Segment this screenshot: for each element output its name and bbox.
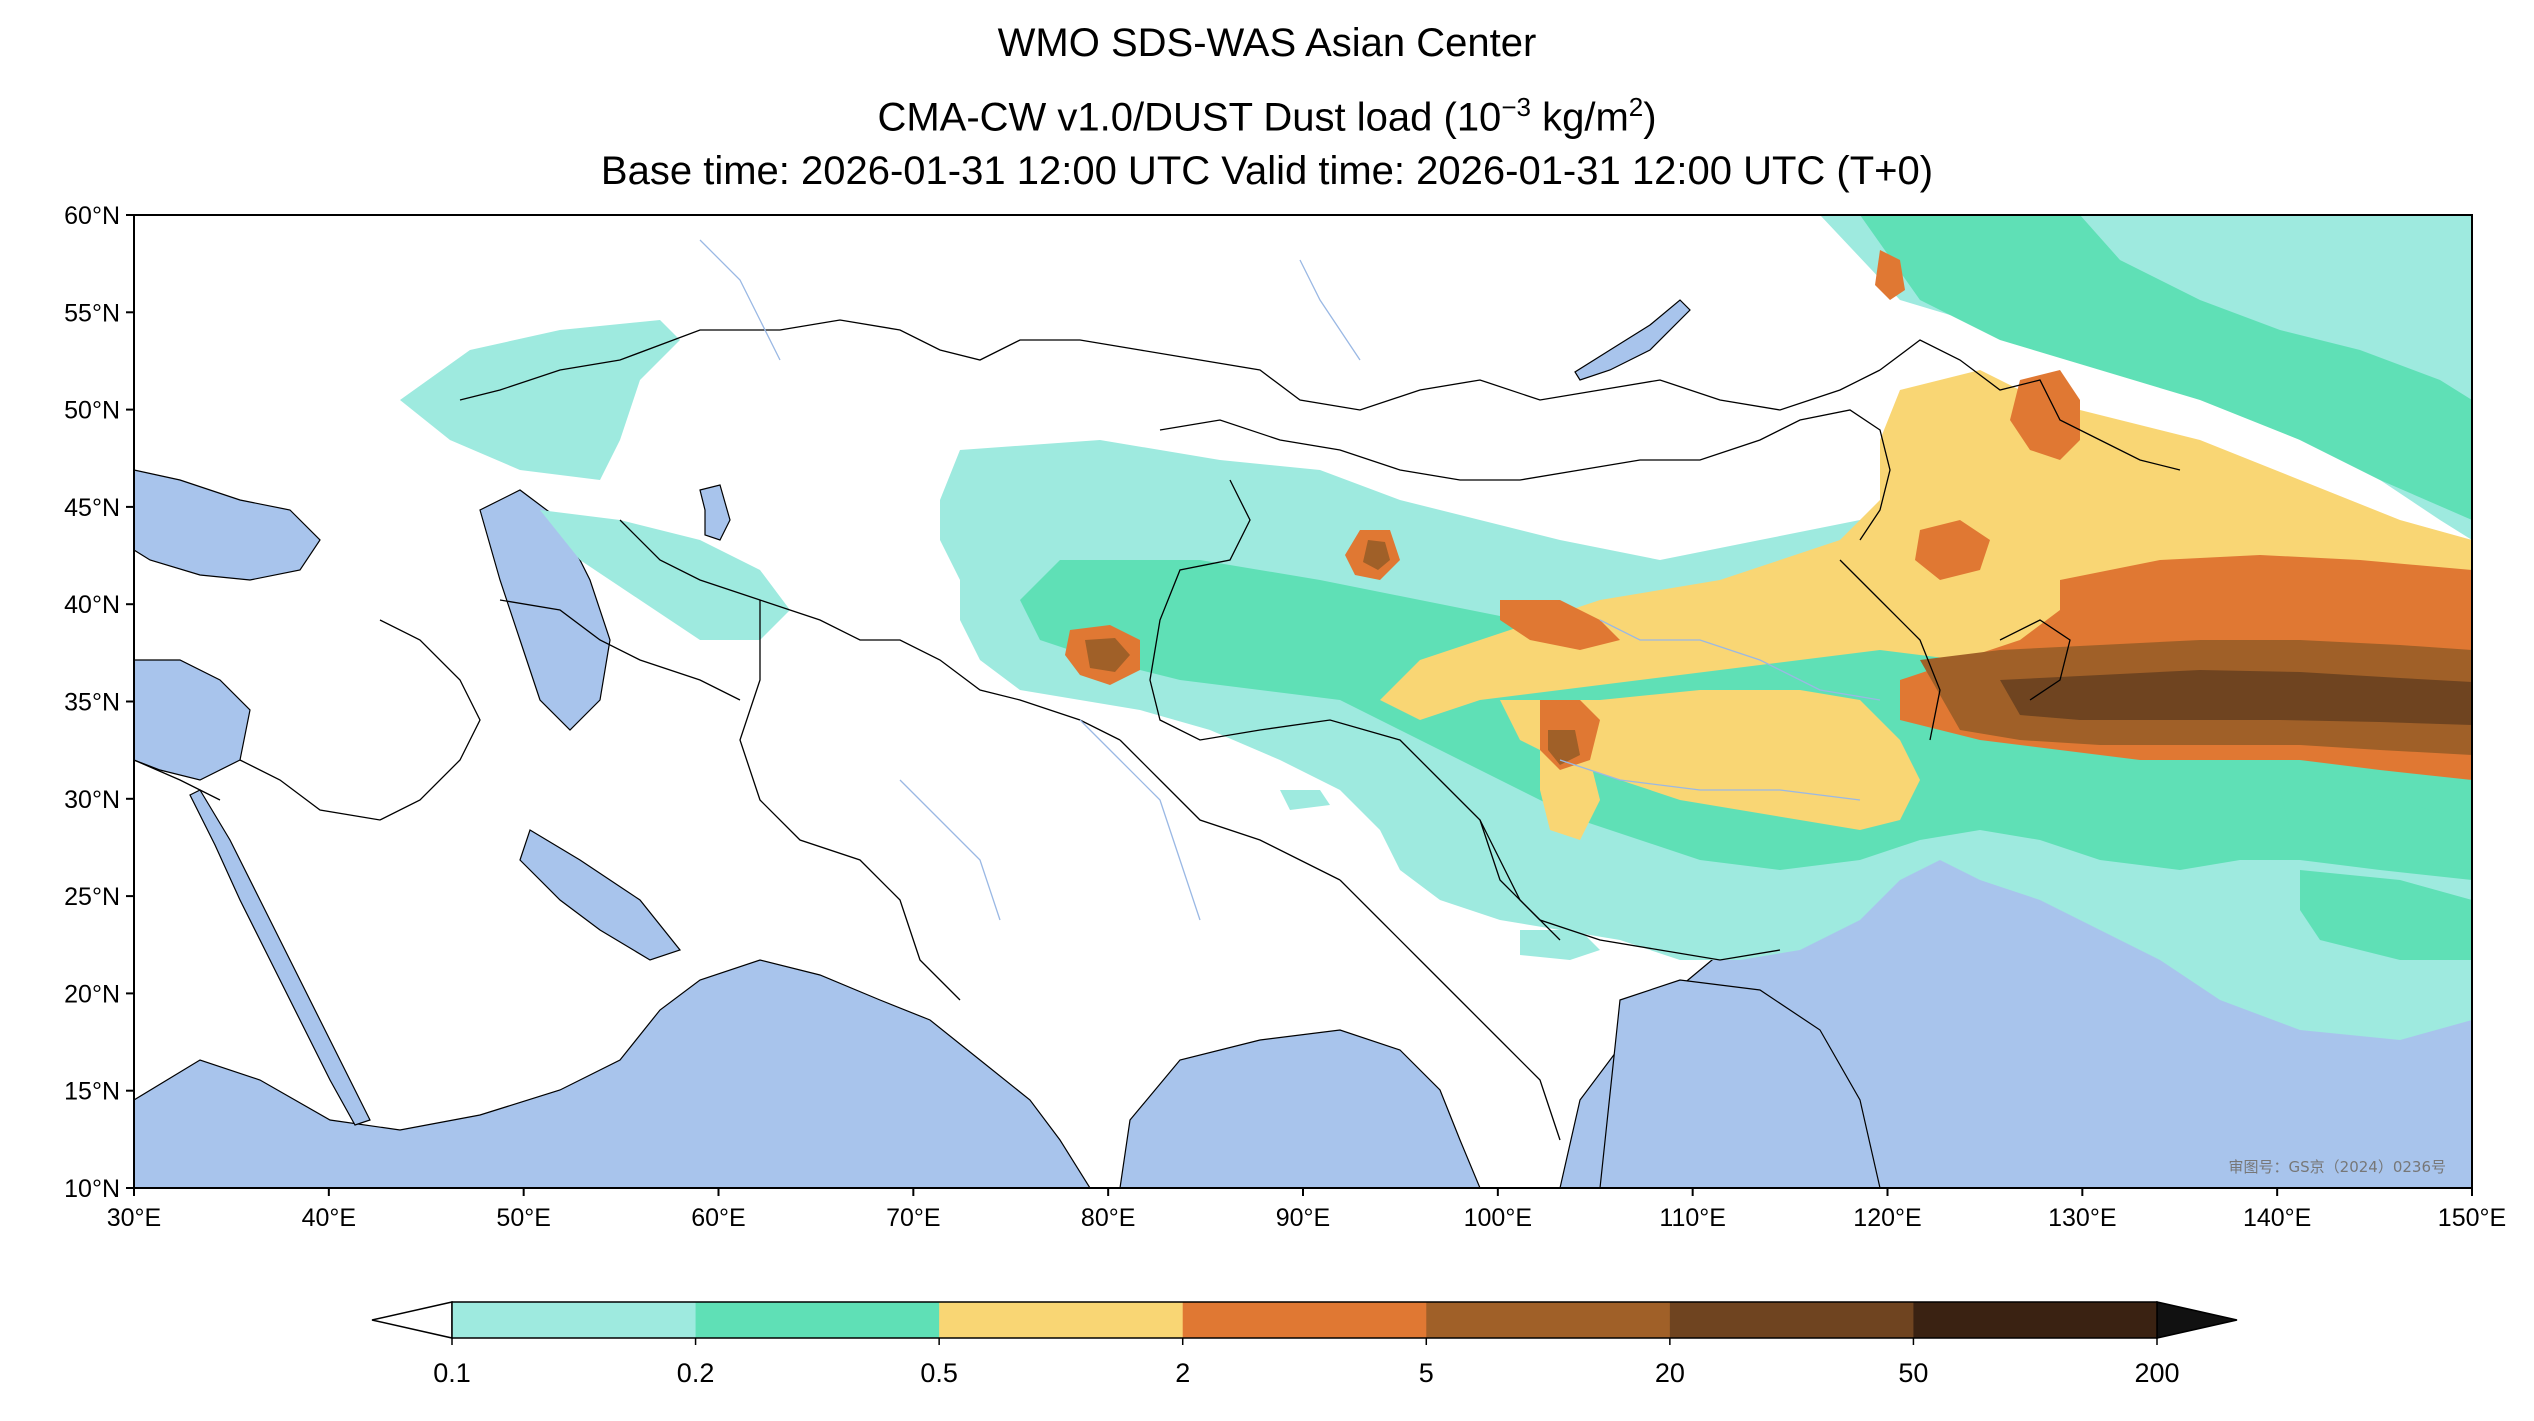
colorbar-tick-label: 0.2 [677,1358,715,1388]
dust-level-20 [2000,670,2472,725]
colorbar-segment [939,1302,1184,1338]
colorbar-tick-label: 20 [1655,1358,1685,1388]
lat-tick-label: 30°N [64,786,120,814]
lat-tick-label: 25°N [64,883,120,911]
lat-tick-label: 20°N [64,980,120,1008]
colorbar-frame [451,1301,2158,1339]
caspian-sea [479,489,611,731]
bay-of-bengal [1119,1029,1481,1188]
lat-tick-label: 10°N [64,1175,120,1203]
lon-tick-label: 60°E [691,1204,745,1232]
lat-tick-label: 55°N [64,299,120,327]
axis-ticks: 30°E 40°E 50°E 60°E 70°E 80°E 90°E 100°E 110°E 12… [64,202,2506,1232]
colorbar-tick-label: 5 [1419,1358,1434,1388]
colorbar-segment [695,1302,940,1338]
lake-baikal [1574,299,1691,381]
lon-tick-label: 80°E [1081,1204,1135,1232]
lon-tick-label: 110°E [1659,1204,1726,1232]
colorbar-tick-label: 0.1 [433,1358,471,1388]
lon-tick-label: 130°E [2048,1204,2116,1232]
arabian-sea-indian-ocean [134,959,1091,1188]
lat-tick-label: 60°N [64,202,120,230]
persian-gulf [519,829,682,961]
lat-tick-label: 35°N [64,689,120,717]
dust-load-contours [400,215,2472,1040]
colorbar-segment [1913,1302,2158,1338]
lon-tick-label: 100°E [1464,1204,1532,1232]
colorbar-extend-high [2156,1301,2238,1339]
colorbar-segment [1182,1302,1427,1338]
south-china-sea [1599,979,1881,1188]
map-time-line: Base time: 2026-01-31 12:00 UTC Valid ti… [600,149,1934,193]
colorbar-tick-label: 200 [2134,1358,2179,1388]
lon-tick-label: 150°E [2438,1204,2506,1232]
lon-tick-label: 90°E [1276,1204,1330,1232]
map-title: WMO SDS-WAS Asian Center [997,21,1537,65]
map-approval-number: 审图号：GS京（2024）0236号 [2229,1158,2447,1176]
lon-tick-label: 40°E [302,1204,356,1232]
lat-tick-label: 40°N [64,591,120,619]
lat-tick-label: 45°N [64,494,120,522]
map-area [134,215,2472,1188]
colorbar-extend-low [371,1301,453,1339]
lon-tick-label: 140°E [2243,1204,2311,1232]
lat-tick-label: 50°N [64,397,120,425]
map-subtitle: CMA-CW v1.0/DUST Dust load (10−3 kg/m2) [877,92,1657,140]
colorbar-segment [452,1302,697,1338]
rivers [699,239,1881,921]
lat-tick-label: 15°N [64,1078,120,1106]
black-sea [134,469,321,581]
lon-tick-label: 120°E [1853,1204,1921,1232]
lake-balkhash [699,484,731,541]
red-sea [189,789,371,1126]
colorbar: 0.1 0.2 0.5 2 5 20 50 200 [371,1301,2238,1388]
lon-tick-label: 70°E [886,1204,940,1232]
lon-tick-label: 50°E [496,1204,550,1232]
colorbar-tick-label: 50 [1898,1358,1928,1388]
colorbar-tick-label: 0.5 [920,1358,958,1388]
lon-tick-label: 30°E [107,1204,161,1232]
colorbar-segment [1426,1302,1671,1338]
country-borders [134,319,2181,1141]
colorbar-tick-label: 2 [1175,1358,1190,1388]
colorbar-segment [1669,1302,1914,1338]
